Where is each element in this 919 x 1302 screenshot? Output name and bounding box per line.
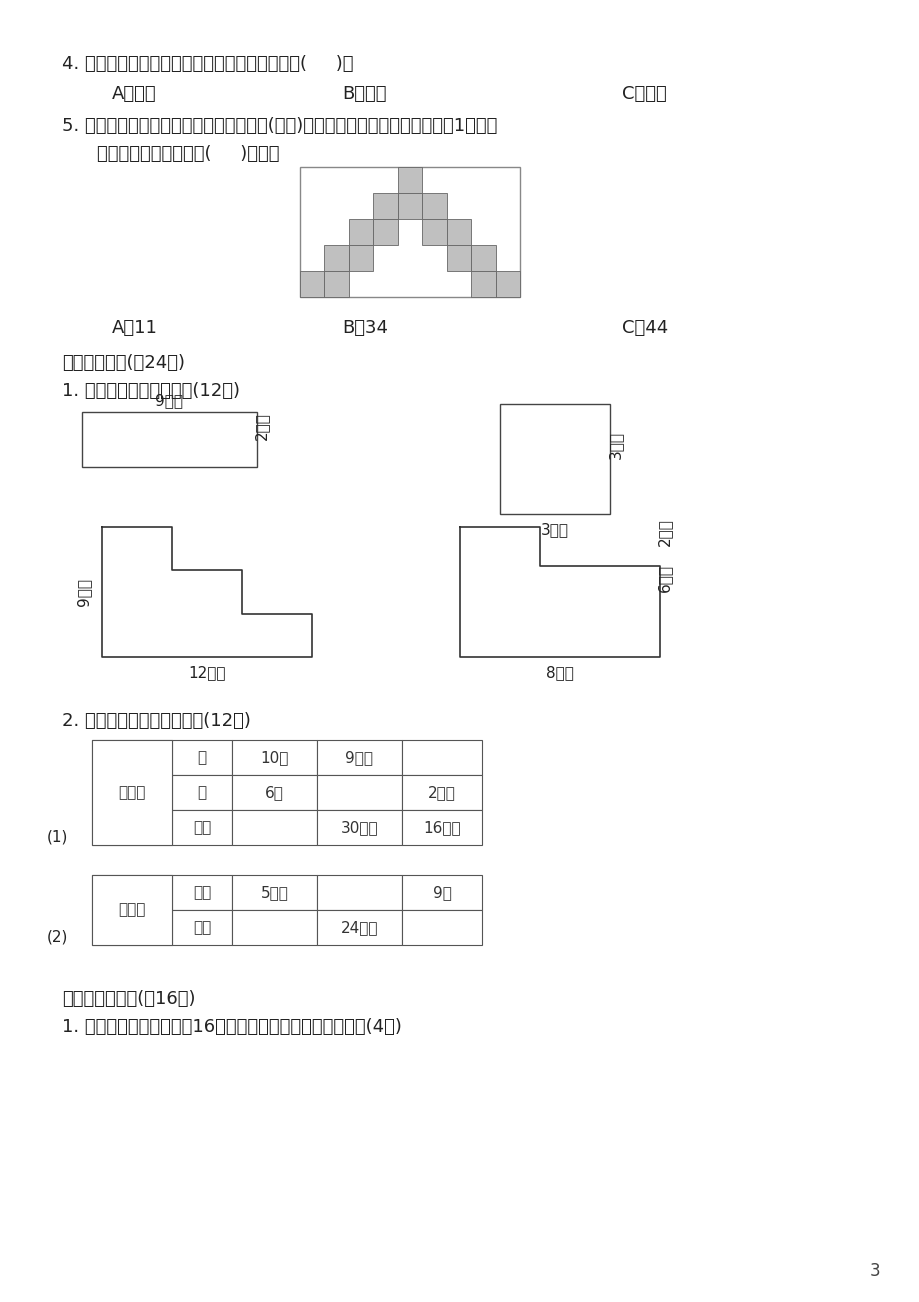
Bar [300, 167, 519, 297]
Bar [232, 775, 317, 810]
Bar [397, 193, 422, 219]
Text: 9米: 9米 [432, 885, 451, 900]
Text: (2): (2) [46, 930, 68, 945]
Bar [92, 875, 172, 945]
Bar [373, 193, 397, 219]
Bar [232, 910, 317, 945]
Bar [92, 740, 172, 775]
Text: 9分米: 9分米 [346, 750, 373, 766]
Bar [402, 775, 482, 810]
Text: 周长: 周长 [193, 820, 210, 835]
Bar [373, 219, 397, 245]
Bar [172, 875, 232, 910]
Text: 4. 把一个长方形框架拉成一个平行四边形，周长(     )。: 4. 把一个长方形框架拉成一个平行四边形，周长( )。 [62, 55, 353, 73]
Text: C．44: C．44 [621, 319, 667, 337]
Text: 10米: 10米 [260, 750, 289, 766]
Text: 3分米: 3分米 [607, 431, 622, 460]
Bar [471, 245, 495, 271]
Bar [92, 910, 172, 945]
Bar [92, 740, 172, 845]
Bar [402, 875, 482, 910]
Text: 16厘米: 16厘米 [423, 820, 460, 835]
Text: B．34: B．34 [342, 319, 388, 337]
Bar [232, 810, 317, 845]
Bar [232, 740, 317, 775]
Bar [92, 875, 172, 910]
Text: 则这个长方形的周长是(     )厘米。: 则这个长方形的周长是( )厘米。 [96, 145, 279, 163]
Bar [172, 810, 232, 845]
Text: 3: 3 [868, 1262, 879, 1280]
Bar [317, 810, 402, 845]
Text: 5. 在长方形中整齐地排列着一些小正方形(如图)，假设每个小正方形的边长都是1厘米，: 5. 在长方形中整齐地排列着一些小正方形(如图)，假设每个小正方形的边长都是1厘… [62, 117, 497, 135]
Text: A．变长: A．变长 [112, 85, 156, 103]
Bar [402, 740, 482, 775]
Text: 2厘米: 2厘米 [427, 785, 456, 799]
Text: 2厘米: 2厘米 [657, 518, 672, 547]
Bar [317, 740, 402, 775]
Text: 正方形: 正方形 [119, 902, 145, 918]
Text: 3分米: 3分米 [540, 522, 568, 536]
Bar [172, 910, 232, 945]
Text: 周长: 周长 [193, 921, 210, 935]
Bar [348, 245, 373, 271]
Bar [317, 910, 402, 945]
Bar [422, 193, 447, 219]
Text: 9厘米: 9厘米 [76, 578, 91, 605]
Text: 6米: 6米 [265, 785, 284, 799]
Text: (1): (1) [46, 829, 68, 845]
Bar [447, 219, 471, 245]
Bar [397, 167, 422, 193]
Text: 9厘米: 9厘米 [155, 393, 183, 408]
Bar [422, 219, 447, 245]
Bar [82, 411, 256, 467]
Text: 30分米: 30分米 [340, 820, 378, 835]
Bar [402, 810, 482, 845]
Text: 1. 在方格纸上画出周长是16厘米的长方形和正方形各一个。(4分): 1. 在方格纸上画出周长是16厘米的长方形和正方形各一个。(4分) [62, 1018, 402, 1036]
Bar [317, 875, 402, 910]
Text: 五、我会操作。(共16分): 五、我会操作。(共16分) [62, 990, 196, 1008]
Text: 2厘米: 2厘米 [255, 411, 269, 440]
Text: 2. 把下面的表格补充完整。(12分): 2. 把下面的表格补充完整。(12分) [62, 712, 251, 730]
Bar [348, 219, 373, 245]
Text: 24分米: 24分米 [340, 921, 378, 935]
Bar [402, 910, 482, 945]
Bar [447, 245, 471, 271]
Text: 长方形: 长方形 [119, 785, 145, 799]
Text: 6厘米: 6厘米 [657, 564, 672, 592]
Bar [300, 271, 324, 297]
Text: 边长: 边长 [193, 885, 210, 900]
Text: 宽: 宽 [198, 785, 207, 799]
Bar [324, 271, 348, 297]
Bar [92, 775, 172, 810]
Bar [172, 775, 232, 810]
Bar [324, 245, 348, 271]
Text: B．变短: B．变短 [342, 85, 386, 103]
Bar [499, 404, 609, 514]
Bar [495, 271, 519, 297]
Text: C．不变: C．不变 [621, 85, 666, 103]
Text: 8厘米: 8厘米 [546, 665, 573, 680]
Bar [471, 271, 495, 297]
Text: 12厘米: 12厘米 [188, 665, 225, 680]
Bar [92, 810, 172, 845]
Text: 四、我会算。(共24分): 四、我会算。(共24分) [62, 354, 185, 372]
Text: 1. 计算下面图形的周长。(12分): 1. 计算下面图形的周长。(12分) [62, 381, 240, 400]
Text: 5厘米: 5厘米 [260, 885, 289, 900]
Bar [172, 740, 232, 775]
Bar [232, 875, 317, 910]
Text: A．11: A．11 [112, 319, 158, 337]
Bar [317, 775, 402, 810]
Text: 长: 长 [198, 750, 207, 766]
